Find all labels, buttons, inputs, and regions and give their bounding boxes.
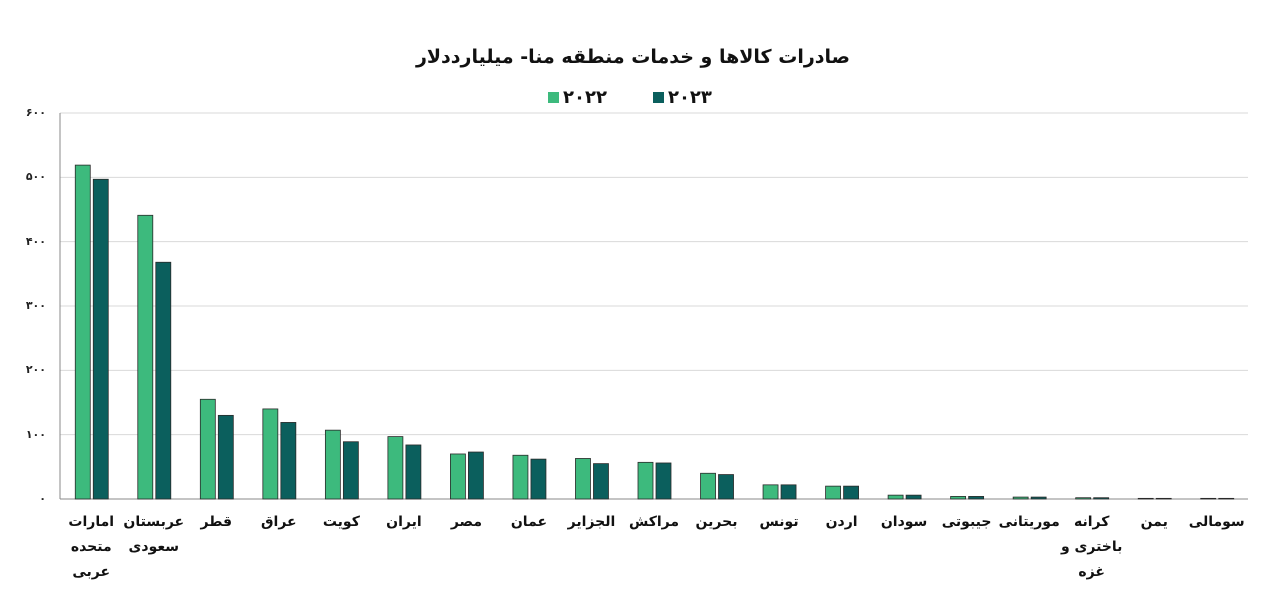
y-tick-label: ۰	[39, 492, 46, 505]
y-tick-label: ۳۰۰	[25, 299, 46, 312]
x-tick-label: موریتانی	[998, 514, 1060, 530]
bar-2022	[637, 461, 654, 500]
x-tick-label: ایران	[386, 514, 422, 530]
bar-2023	[593, 463, 609, 500]
bar-2023	[155, 261, 172, 500]
bar-2022	[199, 398, 216, 500]
y-tick-label: ۶۰۰	[25, 106, 46, 119]
y-tick-label: ۱۰۰	[25, 427, 46, 441]
bar-2023	[217, 414, 234, 500]
legend-swatch-2022	[548, 91, 559, 103]
x-tick-label: یمن	[1140, 514, 1168, 530]
bar-2022	[825, 485, 841, 500]
x-tick-label: سومالی	[1188, 514, 1245, 530]
bar-2023	[780, 484, 797, 500]
bar-2022	[762, 484, 779, 500]
bar-2022	[512, 454, 529, 500]
bar-2023	[905, 494, 922, 500]
y-tick-label: ۵۰۰	[25, 170, 46, 184]
bar-2022	[450, 453, 466, 500]
x-tick-label: امارات متحده عربی	[68, 514, 115, 580]
x-tick-label: بحرین	[695, 514, 738, 530]
x-tick-label: اردن	[825, 514, 858, 530]
x-tick-label: عمان	[510, 514, 548, 530]
bar-2023	[530, 458, 547, 500]
bar-2023	[92, 178, 109, 500]
bar-2022	[575, 458, 591, 500]
bar-2023	[1030, 496, 1047, 500]
bar-2022	[1075, 497, 1092, 500]
x-tick-label: عربستان سعودی	[123, 514, 185, 555]
x-tick-label: عراق	[261, 514, 297, 530]
bar-2023	[342, 441, 359, 500]
bar-2022	[887, 494, 904, 500]
x-tick-label: الجزایر	[567, 514, 616, 530]
bar-2022	[950, 496, 967, 500]
bar-2023	[1093, 497, 1110, 500]
bar-2023	[843, 485, 859, 500]
x-tick-label: قطر	[200, 514, 233, 530]
bar-2023	[468, 451, 484, 500]
x-tick-label: مراکش	[628, 514, 680, 530]
x-tick-label: سودان	[880, 514, 928, 530]
bar-2022	[262, 408, 279, 500]
bar-2023	[718, 474, 734, 500]
y-tick-label: ۲۰۰	[25, 363, 46, 377]
chart-title: صادرات کالاها و خدمات منطقه منا- میلیارد…	[415, 46, 851, 68]
bar-2023	[280, 422, 297, 500]
bar-2022	[1137, 497, 1154, 500]
bar-2022	[137, 214, 154, 500]
bar-2023	[405, 444, 422, 500]
legend-label-2023: ۲۰۲۳	[667, 86, 712, 108]
bar-2022	[700, 472, 716, 500]
bar-2023	[968, 496, 985, 500]
bar-2023	[655, 462, 672, 500]
bar-2023	[1155, 497, 1172, 500]
x-tick-label: کرانه باختری و غزه	[1060, 514, 1123, 580]
bar-2022	[387, 436, 404, 500]
bar-2022	[74, 164, 91, 500]
legend-label-2022: ۲۰۲۲	[563, 86, 607, 108]
y-tick-label: ۴۰۰	[25, 234, 46, 248]
legend-item-2023: ۲۰۲۳	[652, 86, 712, 108]
chart-legend: ۲۰۲۲ ۲۰۲۳	[548, 86, 712, 108]
bar-2022	[324, 429, 341, 500]
x-tick-label: تونس	[759, 514, 799, 530]
bar-2022	[1012, 496, 1029, 500]
legend-item-2022: ۲۰۲۲	[548, 87, 607, 108]
bar-2022	[1200, 497, 1217, 500]
x-tick-label: جیبوتی	[941, 514, 992, 530]
legend-swatch-2023	[652, 91, 664, 103]
x-tick-label: کویت	[322, 514, 360, 530]
bar-2023	[1218, 497, 1235, 500]
x-tick-label: مصر	[450, 514, 482, 530]
